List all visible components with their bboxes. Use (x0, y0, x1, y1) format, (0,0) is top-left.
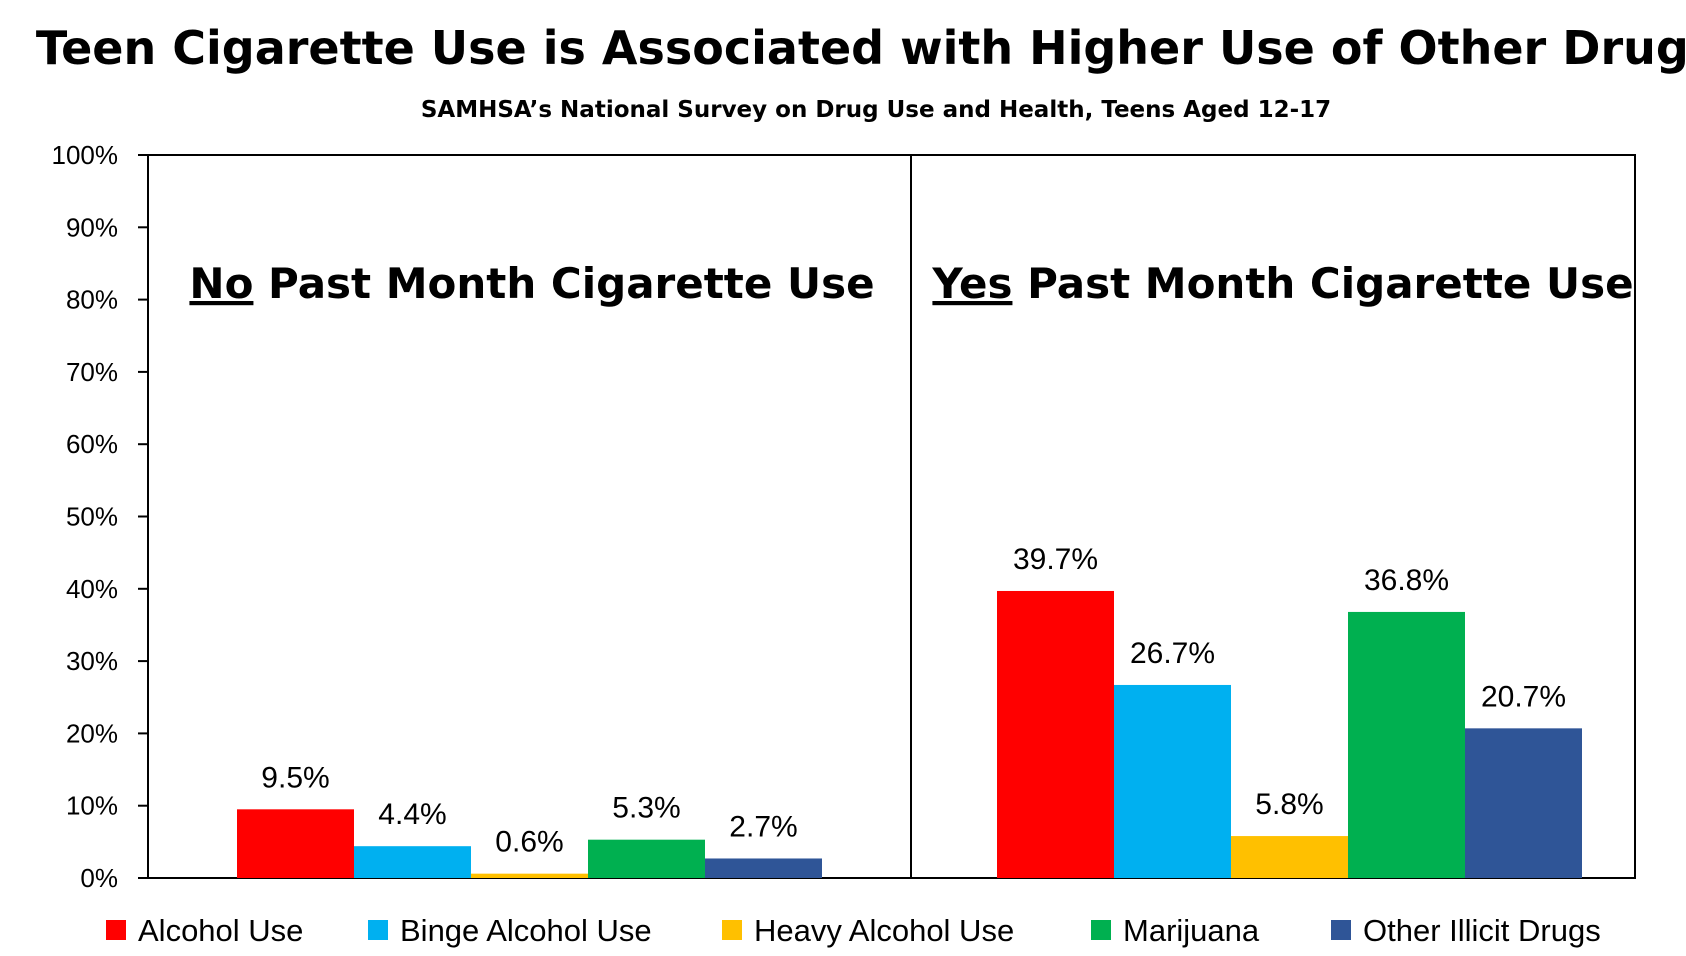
data-label: 5.3% (612, 792, 680, 825)
bar (354, 846, 471, 878)
panel-heading-rest: Past Month Cigarette Use (253, 259, 874, 308)
data-label: 9.5% (261, 761, 329, 794)
y-tick-label: 90% (66, 212, 118, 242)
legend-label: Other Illicit Drugs (1363, 913, 1601, 948)
bar (471, 873, 588, 878)
data-label: 0.6% (495, 826, 563, 859)
plot-area: 0% 10% 20% 30% 40% 50% 60% 70% 80% 90% 100% No Past… (52, 140, 1636, 948)
legend-label: Marijuana (1123, 913, 1260, 948)
legend-swatch (1091, 920, 1111, 940)
legend-label: Heavy Alcohol Use (754, 913, 1014, 948)
panel-heading-emphasis: Yes (931, 259, 1012, 308)
bar (1231, 836, 1348, 878)
data-label: 5.8% (1255, 788, 1323, 821)
bar (1348, 611, 1465, 878)
data-label: 4.4% (378, 798, 446, 831)
y-tick-label: 0% (80, 863, 118, 893)
bar (705, 858, 822, 878)
y-tick-label: 60% (66, 429, 118, 459)
panel-heading-emphasis: No (189, 259, 253, 308)
data-label: 26.7% (1130, 637, 1215, 670)
y-tick-label: 40% (66, 574, 118, 604)
legend-label: Alcohol Use (138, 913, 303, 948)
y-tick-label: 70% (66, 357, 118, 387)
panel-heading-rest: Past Month Cigarette Use (1012, 259, 1633, 308)
legend-swatch (1331, 920, 1351, 940)
panel-heading: No Past Month Cigarette Use (189, 259, 874, 308)
panel-heading: Yes Past Month Cigarette Use (931, 259, 1633, 308)
legend-swatch (722, 920, 742, 940)
bar (1114, 684, 1231, 878)
y-tick-label: 10% (66, 791, 118, 821)
data-label: 36.8% (1364, 564, 1449, 597)
bar (997, 590, 1114, 878)
bar (1465, 728, 1582, 878)
y-tick-label: 100% (52, 140, 119, 170)
chart-title: Teen Cigarette Use is Associated with Hi… (36, 21, 1686, 75)
data-label: 20.7% (1481, 680, 1566, 713)
data-label: 2.7% (729, 810, 797, 843)
y-tick-label: 20% (66, 718, 118, 748)
y-tick-label: 30% (66, 646, 118, 676)
y-tick-label: 80% (66, 285, 118, 315)
bar (588, 839, 705, 878)
bar (237, 809, 354, 878)
chart-subtitle: SAMHSA’s National Survey on Drug Use and… (421, 97, 1331, 123)
y-tick-label: 50% (66, 502, 118, 532)
legend-swatch (106, 920, 126, 940)
legend-swatch (368, 920, 388, 940)
legend-label: Binge Alcohol Use (400, 913, 652, 948)
data-label: 39.7% (1013, 543, 1098, 576)
